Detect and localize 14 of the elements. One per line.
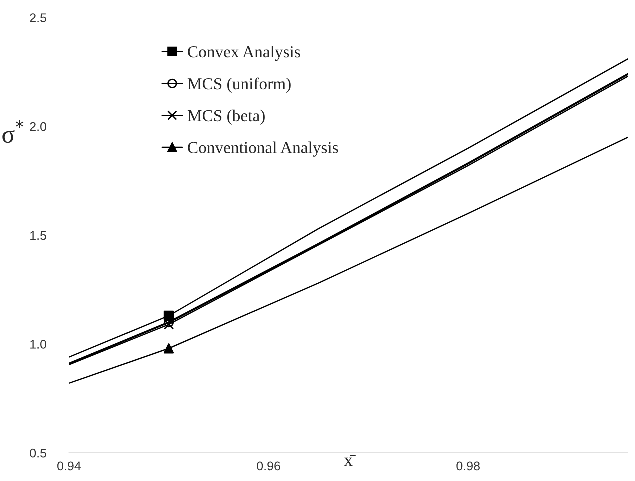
legend-label: MCS (beta)	[188, 110, 265, 125]
x-axis-title: x̄	[344, 455, 356, 466]
x-tick-label: 0.94	[58, 462, 82, 471]
legend-label: Convex Analysis	[188, 46, 300, 62]
x-tick-label: 0.96	[257, 462, 280, 471]
y-tick-label: 1.5	[30, 231, 46, 240]
y-tick-label: 2.0	[30, 122, 47, 132]
y-axis-title: σ$^{*}$	[2, 120, 24, 144]
y-tick-label: 0.5	[30, 448, 46, 458]
x-tick-label: 0.98	[456, 462, 480, 471]
legend-label: MCS (uniform)	[188, 78, 291, 94]
legend-label: Conventional Analysis	[188, 142, 338, 157]
y-tick-label: 2.5	[30, 14, 46, 22]
y-tick-label: 1.0	[30, 340, 47, 349]
